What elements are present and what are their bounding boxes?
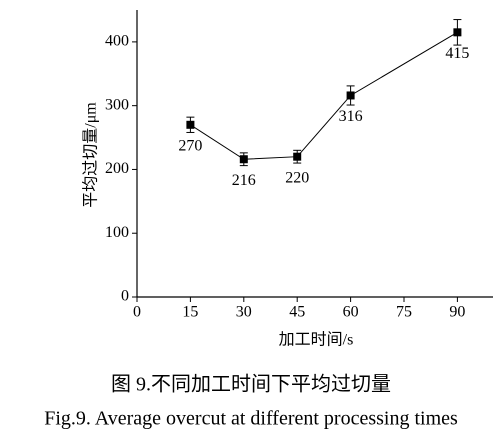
- x-tick-label: 60: [343, 304, 359, 321]
- series-line: [190, 31, 458, 160]
- x-tick-label: 75: [396, 304, 412, 321]
- x-axis-label: 加工时间/s: [279, 331, 354, 349]
- x-tick-label: 15: [182, 304, 198, 321]
- y-tick-label: 200: [105, 160, 129, 177]
- point: [239, 155, 248, 164]
- point: [186, 120, 195, 129]
- point: [293, 152, 302, 161]
- data-label: 220: [285, 169, 309, 186]
- data-label: 316: [339, 108, 363, 125]
- data-label: 415: [445, 45, 469, 62]
- data-label: 270: [178, 137, 202, 154]
- point: [346, 91, 355, 100]
- x-tick-label: 30: [236, 304, 252, 321]
- data-label: 216: [232, 172, 256, 189]
- y-tick-label: 300: [105, 96, 129, 113]
- x-tick-label: 45: [289, 304, 305, 321]
- y-tick-label: 0: [121, 288, 129, 305]
- x-tick-label: 0: [133, 304, 141, 321]
- caption-cn: 图 9.不同加工时间下平均过切量: [111, 373, 391, 396]
- caption-en: Fig.9. Average overcut at different proc…: [44, 408, 458, 430]
- y-axis-label: 平均过切量/μm: [82, 102, 100, 208]
- x-tick-label: 90: [449, 304, 465, 321]
- y-tick-label: 100: [105, 224, 129, 241]
- y-tick-label: 400: [105, 33, 129, 50]
- point: [453, 28, 462, 37]
